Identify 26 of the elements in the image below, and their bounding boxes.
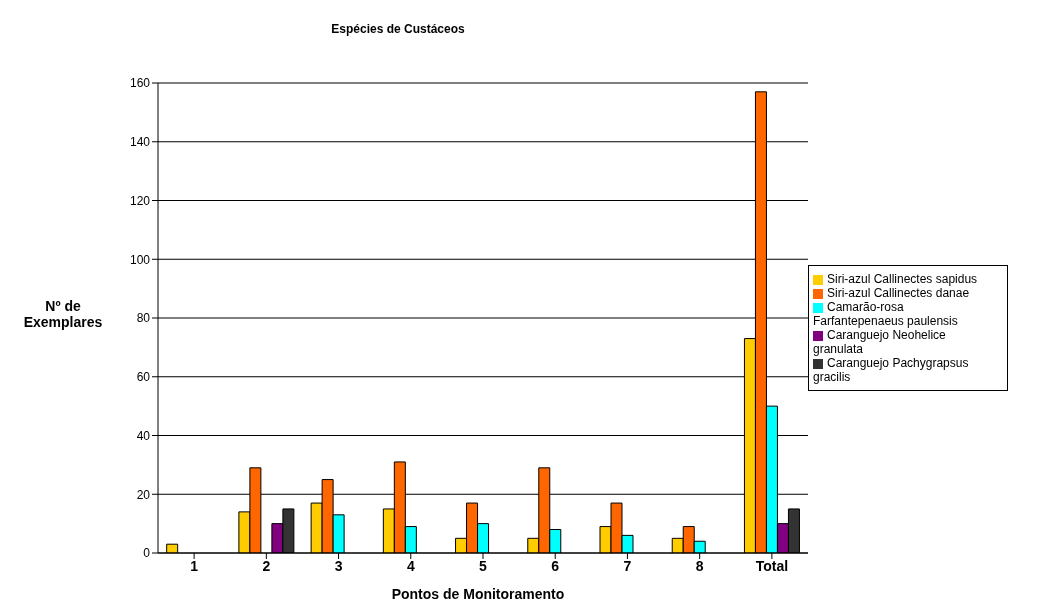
x-tick-label: 6 [551, 557, 560, 574]
y-tick-label: 60 [136, 370, 151, 385]
x-tick-label: 1 [190, 557, 199, 574]
y-tick-label: 120 [129, 193, 151, 208]
legend-label: Caranguejo Neohelice granulata [813, 328, 946, 356]
y-tick-label: 40 [136, 428, 151, 443]
y-tick-label: 160 [129, 76, 151, 91]
legend-label: Siri-azul Callinectes danae [827, 286, 970, 300]
legend-label: Caranguejo Pachygrapsus gracilis [813, 356, 969, 384]
x-tick-label: 8 [695, 557, 704, 574]
y-tick-label: 20 [136, 487, 151, 502]
y-tick-label: 80 [136, 311, 151, 326]
x-tick-label: 3 [334, 557, 343, 574]
x-tick-label: Total [755, 557, 789, 574]
y-tick-label: 0 [143, 546, 151, 561]
y-tick-label: 140 [129, 135, 151, 150]
x-tick-label: 7 [623, 557, 632, 574]
x-tick-label: 2 [262, 557, 271, 574]
x-tick-label: 4 [406, 557, 415, 574]
y-tick-label: 100 [129, 252, 151, 267]
x-axis-title: Pontos de Monitoramento [390, 586, 566, 602]
legend-label: Camarão-rosa Farfantepenaeus paulensis [813, 300, 958, 328]
chart-title: Espécies de Custáceos [330, 22, 466, 36]
legend-label: Siri-azul Callinectes sapidus [827, 272, 978, 286]
x-tick-label: 5 [479, 557, 488, 574]
y-axis-title: Nº de Exemplares [22, 298, 104, 330]
